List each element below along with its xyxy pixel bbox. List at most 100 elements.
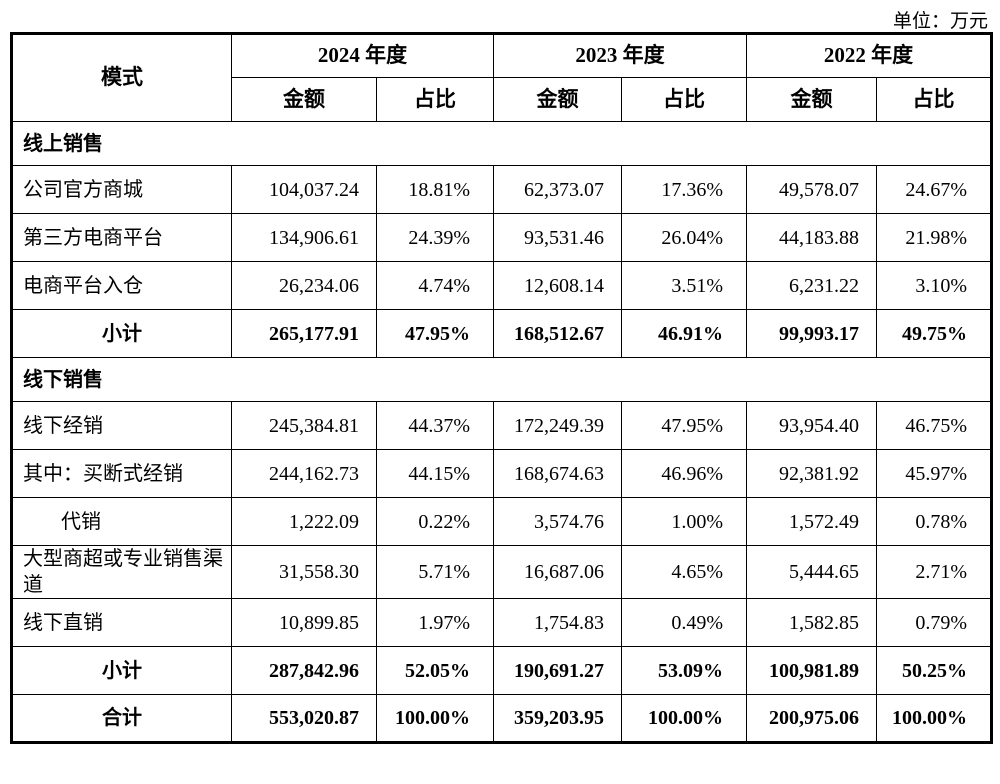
header-row-years: 模式 2024 年度 2023 年度 2022 年度 (11, 33, 992, 122)
amount-cell: 49,578.07 (746, 165, 877, 214)
amount-cell: 190,691.27 (493, 646, 622, 695)
amount-cell: 3,574.76 (493, 497, 622, 546)
ratio-cell: 0.79% (876, 598, 992, 647)
ratio-cell: 5.71% (376, 545, 494, 599)
ratio-cell: 50.25% (876, 646, 992, 695)
table-row: 合计 553,020.87 100.00% 359,203.95 100.00% 200,… (11, 694, 992, 743)
table-row: 电商平台入仓 26,234.06 4.74% 12,608.14 3.51% 6,231.… (11, 261, 992, 310)
ratio-cell: 24.67% (876, 165, 992, 214)
amount-header-2023: 金额 (493, 77, 622, 122)
ratio-cell: 2.71% (876, 545, 992, 599)
table-row: 小计 287,842.96 52.05% 190,691.27 53.09% 100,98… (11, 646, 992, 695)
table-body: 线上销售 公司官方商城 104,037.24 18.81% 62,373.07 17.36… (11, 121, 992, 743)
table-header: 模式 2024 年度 2023 年度 2022 年度 金额 占比 金额 占比 金… (11, 33, 992, 122)
amount-cell: 26,234.06 (231, 261, 377, 310)
section-label: 线下销售 (11, 357, 992, 402)
ratio-cell: 0.49% (621, 598, 747, 647)
table-row: 线下经销 245,384.81 44.37% 172,249.39 47.95% 93,9… (11, 401, 992, 450)
section-row: 线下销售 (11, 357, 992, 402)
table-row: 公司官方商城 104,037.24 18.81% 62,373.07 17.36% 49,… (11, 165, 992, 214)
year-header-2023: 2023 年度 (493, 33, 747, 78)
ratio-cell: 24.39% (376, 213, 494, 262)
amount-cell: 287,842.96 (231, 646, 377, 695)
ratio-cell: 17.36% (621, 165, 747, 214)
ratio-cell: 3.10% (876, 261, 992, 310)
table-row: 大型商超或专业销售渠道 31,558.30 5.71% 16,687.06 4.65% 5… (11, 545, 992, 599)
row-label: 代销 (11, 497, 232, 546)
ratio-cell: 44.37% (376, 401, 494, 450)
table-row: 第三方电商平台 134,906.61 24.39% 93,531.46 26.04% 44… (11, 213, 992, 262)
amount-cell: 100,981.89 (746, 646, 877, 695)
amount-cell: 12,608.14 (493, 261, 622, 310)
row-label: 合计 (11, 694, 232, 743)
ratio-cell: 0.22% (376, 497, 494, 546)
amount-cell: 1,754.83 (493, 598, 622, 647)
year-header-2024: 2024 年度 (231, 33, 494, 78)
amount-cell: 10,899.85 (231, 598, 377, 647)
amount-cell: 6,231.22 (746, 261, 877, 310)
ratio-cell: 100.00% (376, 694, 494, 743)
section-row: 线上销售 (11, 121, 992, 166)
amount-cell: 31,558.30 (231, 545, 377, 599)
row-label: 小计 (11, 646, 232, 695)
ratio-cell: 18.81% (376, 165, 494, 214)
table-row: 小计 265,177.91 47.95% 168,512.67 46.91% 99,993… (11, 309, 992, 358)
amount-cell: 93,531.46 (493, 213, 622, 262)
ratio-cell: 44.15% (376, 449, 494, 498)
amount-cell: 134,906.61 (231, 213, 377, 262)
mode-header-cell: 模式 (11, 33, 232, 122)
ratio-header-2022: 占比 (876, 77, 992, 122)
amount-cell: 168,674.63 (493, 449, 622, 498)
amount-cell: 99,993.17 (746, 309, 877, 358)
row-label: 小计 (11, 309, 232, 358)
ratio-cell: 46.91% (621, 309, 747, 358)
amount-cell: 172,249.39 (493, 401, 622, 450)
amount-cell: 265,177.91 (231, 309, 377, 358)
row-label: 其中：买断式经销 (11, 449, 232, 498)
amount-cell: 1,572.49 (746, 497, 877, 546)
row-label: 电商平台入仓 (11, 261, 232, 310)
row-label: 第三方电商平台 (11, 213, 232, 262)
amount-cell: 62,373.07 (493, 165, 622, 214)
row-label: 公司官方商城 (11, 165, 232, 214)
ratio-cell: 3.51% (621, 261, 747, 310)
ratio-cell: 100.00% (621, 694, 747, 743)
amount-cell: 93,954.40 (746, 401, 877, 450)
amount-cell: 104,037.24 (231, 165, 377, 214)
amount-cell: 200,975.06 (746, 694, 877, 743)
ratio-cell: 100.00% (876, 694, 992, 743)
ratio-cell: 52.05% (376, 646, 494, 695)
ratio-header-2024: 占比 (376, 77, 494, 122)
ratio-cell: 49.75% (876, 309, 992, 358)
ratio-cell: 4.74% (376, 261, 494, 310)
ratio-cell: 1.97% (376, 598, 494, 647)
year-header-2022: 2022 年度 (746, 33, 992, 78)
amount-cell: 92,381.92 (746, 449, 877, 498)
amount-cell: 5,444.65 (746, 545, 877, 599)
ratio-cell: 53.09% (621, 646, 747, 695)
amount-cell: 244,162.73 (231, 449, 377, 498)
ratio-cell: 0.78% (876, 497, 992, 546)
table-row: 代销 1,222.09 0.22% 3,574.76 1.00% 1,572.49 0.78… (11, 497, 992, 546)
ratio-cell: 4.65% (621, 545, 747, 599)
sales-mode-table: 模式 2024 年度 2023 年度 2022 年度 金额 占比 金额 占比 金… (10, 32, 993, 744)
section-label: 线上销售 (11, 121, 992, 166)
ratio-header-2023: 占比 (621, 77, 747, 122)
ratio-cell: 46.96% (621, 449, 747, 498)
ratio-cell: 46.75% (876, 401, 992, 450)
ratio-cell: 26.04% (621, 213, 747, 262)
amount-cell: 168,512.67 (493, 309, 622, 358)
ratio-cell: 47.95% (621, 401, 747, 450)
ratio-cell: 45.97% (876, 449, 992, 498)
unit-label: 单位：万元 (892, 11, 988, 32)
amount-cell: 1,222.09 (231, 497, 377, 546)
amount-cell: 16,687.06 (493, 545, 622, 599)
row-label: 大型商超或专业销售渠道 (11, 545, 232, 599)
ratio-cell: 21.98% (876, 213, 992, 262)
row-label: 线下经销 (11, 401, 232, 450)
table-row: 其中：买断式经销 244,162.73 44.15% 168,674.63 46.96%… (11, 449, 992, 498)
amount-header-2024: 金额 (231, 77, 377, 122)
amount-cell: 245,384.81 (231, 401, 377, 450)
amount-cell: 1,582.85 (746, 598, 877, 647)
ratio-cell: 47.95% (376, 309, 494, 358)
